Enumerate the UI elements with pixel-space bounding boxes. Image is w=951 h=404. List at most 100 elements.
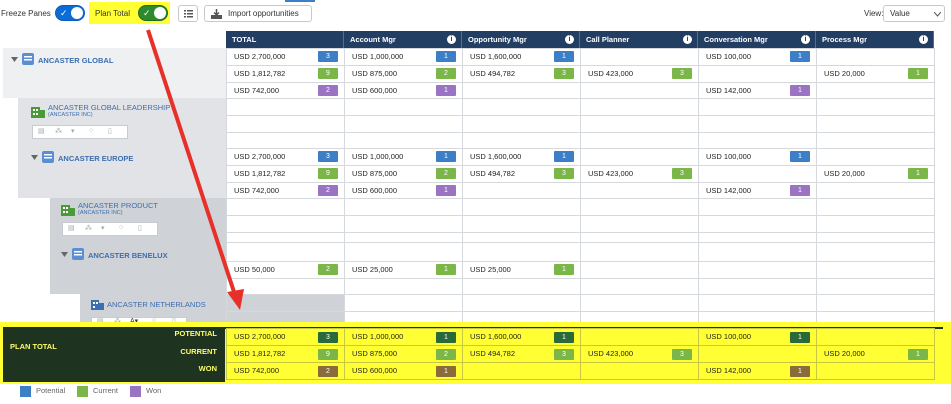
value-cell[interactable]: USD 2,700,000: [234, 52, 286, 61]
value-cell[interactable]: USD 142,000: [706, 186, 752, 195]
count-badge[interactable]: 1: [436, 264, 456, 275]
chevron-down-icon[interactable]: ▾: [71, 128, 75, 135]
count-badge[interactable]: 3: [554, 168, 574, 179]
count-badge[interactable]: 1: [554, 51, 574, 62]
plan-value-cell: USD 100,000: [706, 332, 752, 341]
value-cell[interactable]: USD 25,000: [352, 265, 393, 274]
count-badge[interactable]: 3: [318, 151, 338, 162]
count-badge[interactable]: 2: [318, 185, 338, 196]
value-cell[interactable]: USD 875,000: [352, 69, 398, 78]
info-icon[interactable]: i: [447, 35, 456, 44]
count-badge[interactable]: 1: [436, 51, 456, 62]
count-badge[interactable]: 1: [436, 151, 456, 162]
count-badge[interactable]: 1: [554, 151, 574, 162]
clipboard-icon[interactable]: ▯: [108, 128, 112, 135]
value-cell[interactable]: USD 600,000: [352, 186, 398, 195]
account-ancaster-global[interactable]: ANCASTER GLOBAL: [38, 56, 114, 65]
hierarchy-icon[interactable]: ⁂: [85, 225, 92, 232]
plan-col-line: [698, 328, 699, 380]
value-cell[interactable]: USD 2,700,000: [234, 152, 286, 161]
value-cell[interactable]: USD 1,600,000: [470, 52, 522, 61]
value-cell[interactable]: USD 100,000: [706, 52, 752, 61]
info-icon[interactable]: i: [801, 35, 810, 44]
info-icon[interactable]: i: [683, 35, 692, 44]
account-ancaster-netherlands[interactable]: ANCASTER NETHERLANDS: [107, 300, 206, 309]
count-badge[interactable]: 1: [790, 51, 810, 62]
value-cell[interactable]: USD 742,000: [234, 186, 280, 195]
account-ancaster-global-leadership[interactable]: ANCASTER GLOBAL LEADERSHIP (ANCASTER INC): [48, 103, 170, 118]
count-badge[interactable]: 3: [672, 168, 692, 179]
account-actions-bar[interactable]: ▤ ⁂ ▾ ○ ▯: [32, 125, 128, 139]
count-badge[interactable]: 1: [908, 68, 928, 79]
plan-total-toggle[interactable]: ✓: [138, 5, 168, 21]
value-cell[interactable]: USD 100,000: [706, 152, 752, 161]
count-badge[interactable]: 2: [318, 85, 338, 96]
count-badge[interactable]: 3: [554, 68, 574, 79]
list-view-button[interactable]: [178, 5, 198, 22]
count-badge[interactable]: 1: [436, 85, 456, 96]
count-badge[interactable]: 1: [908, 168, 928, 179]
account-hierarchy-icon: [22, 53, 34, 65]
count-badge[interactable]: 2: [436, 68, 456, 79]
value-cell[interactable]: USD 494,782: [470, 169, 516, 178]
plan-col-line: [816, 328, 817, 380]
value-cell[interactable]: USD 742,000: [234, 86, 280, 95]
value-cell[interactable]: USD 494,782: [470, 69, 516, 78]
count-badge[interactable]: 2: [436, 168, 456, 179]
plan-col-line: [226, 328, 227, 380]
account-ancaster-europe[interactable]: ANCASTER EUROPE: [58, 154, 134, 163]
count-badge[interactable]: 3: [672, 68, 692, 79]
count-badge[interactable]: 9: [318, 68, 338, 79]
value-cell[interactable]: USD 20,000: [824, 69, 865, 78]
doc-icon[interactable]: ▤: [68, 225, 75, 232]
value-cell[interactable]: USD 1,812,782: [234, 69, 286, 78]
plan-col-line: [344, 328, 345, 380]
value-cell[interactable]: USD 1,000,000: [352, 152, 404, 161]
value-cell[interactable]: USD 1,600,000: [470, 152, 522, 161]
value-cell[interactable]: USD 875,000: [352, 169, 398, 178]
caret-down-icon[interactable]: [31, 155, 38, 160]
plan-value-cell: USD 742,000: [234, 366, 280, 375]
account-ancaster-product[interactable]: ANCASTER PRODUCT (ANCASTER INC): [78, 201, 158, 216]
doc-icon[interactable]: ▤: [97, 317, 104, 325]
count-badge[interactable]: 3: [318, 51, 338, 62]
value-cell[interactable]: USD 142,000: [706, 86, 752, 95]
clipboard-icon[interactable]: ▯: [172, 317, 176, 325]
info-icon[interactable]: i: [565, 35, 574, 44]
circle-icon[interactable]: ○: [152, 317, 157, 324]
caret-down-icon[interactable]: [61, 252, 68, 257]
hierarchy-icon[interactable]: ⁂: [55, 128, 62, 135]
value-cell[interactable]: USD 1,812,782: [234, 169, 286, 178]
import-icon: [211, 9, 222, 19]
count-badge[interactable]: 1: [436, 185, 456, 196]
header-label: Conversation Mgr: [704, 35, 768, 44]
value-cell[interactable]: USD 1,000,000: [352, 52, 404, 61]
a-dropdown-icon[interactable]: A▾: [130, 317, 138, 325]
doc-icon[interactable]: ▤: [38, 128, 45, 135]
caret-down-icon[interactable]: [11, 57, 18, 62]
value-cell[interactable]: USD 423,000: [588, 69, 634, 78]
value-cell[interactable]: USD 20,000: [824, 169, 865, 178]
value-cell[interactable]: USD 25,000: [470, 265, 511, 274]
view-select[interactable]: Value: [883, 5, 945, 22]
circle-icon[interactable]: ○: [119, 224, 124, 231]
value-cell[interactable]: USD 50,000: [234, 265, 275, 274]
freeze-panes-toggle[interactable]: ✓: [55, 5, 85, 21]
count-badge[interactable]: 1: [790, 185, 810, 196]
import-opportunities-button[interactable]: Import opportunities: [204, 5, 312, 22]
chevron-down-icon[interactable]: ▾: [101, 225, 105, 232]
count-badge[interactable]: 1: [790, 85, 810, 96]
value-cell[interactable]: USD 423,000: [588, 169, 634, 178]
circle-icon[interactable]: ○: [89, 127, 94, 134]
account-actions-bar[interactable]: ▤ ⁂ A▾ ○ ▯: [91, 317, 187, 325]
account-actions-bar[interactable]: ▤ ⁂ ▾ ○ ▯: [62, 222, 158, 236]
count-badge[interactable]: 1: [790, 151, 810, 162]
count-badge[interactable]: 2: [318, 264, 338, 275]
account-ancaster-benelux[interactable]: ANCASTER BENELUX: [88, 251, 168, 260]
count-badge[interactable]: 9: [318, 168, 338, 179]
count-badge[interactable]: 1: [554, 264, 574, 275]
value-cell[interactable]: USD 600,000: [352, 86, 398, 95]
info-icon[interactable]: i: [919, 35, 928, 44]
clipboard-icon[interactable]: ▯: [138, 225, 142, 232]
hierarchy-icon[interactable]: ⁂: [114, 317, 121, 325]
